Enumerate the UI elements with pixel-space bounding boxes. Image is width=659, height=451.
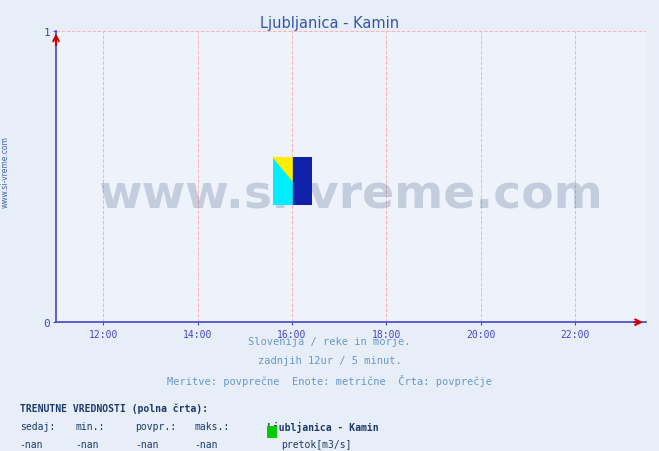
Text: maks.:: maks.: (194, 421, 229, 431)
Polygon shape (273, 158, 293, 182)
Text: -nan: -nan (76, 439, 100, 449)
Text: zadnjih 12ur / 5 minut.: zadnjih 12ur / 5 minut. (258, 355, 401, 365)
Text: www.si-vreme.com: www.si-vreme.com (1, 135, 10, 207)
Polygon shape (293, 158, 312, 182)
Text: pretok[m3/s]: pretok[m3/s] (281, 439, 352, 449)
Text: Meritve: povprečne  Enote: metrične  Črta: povprečje: Meritve: povprečne Enote: metrične Črta:… (167, 374, 492, 386)
Polygon shape (273, 158, 293, 182)
Text: povpr.:: povpr.: (135, 421, 176, 431)
Text: sedaj:: sedaj: (20, 421, 55, 431)
Text: Ljubljanica - Kamin: Ljubljanica - Kamin (267, 421, 378, 432)
Text: -nan: -nan (135, 439, 159, 449)
Text: min.:: min.: (76, 421, 105, 431)
Polygon shape (293, 158, 312, 205)
Text: -nan: -nan (194, 439, 218, 449)
Polygon shape (273, 182, 293, 205)
Polygon shape (293, 182, 312, 205)
Text: Ljubljanica - Kamin: Ljubljanica - Kamin (260, 16, 399, 31)
Text: -nan: -nan (20, 439, 43, 449)
Text: TRENUTNE VREDNOSTI (polna črta):: TRENUTNE VREDNOSTI (polna črta): (20, 402, 208, 413)
Polygon shape (273, 158, 312, 205)
Text: www.si-vreme.com: www.si-vreme.com (99, 172, 603, 217)
Text: Slovenija / reke in morje.: Slovenija / reke in morje. (248, 336, 411, 346)
